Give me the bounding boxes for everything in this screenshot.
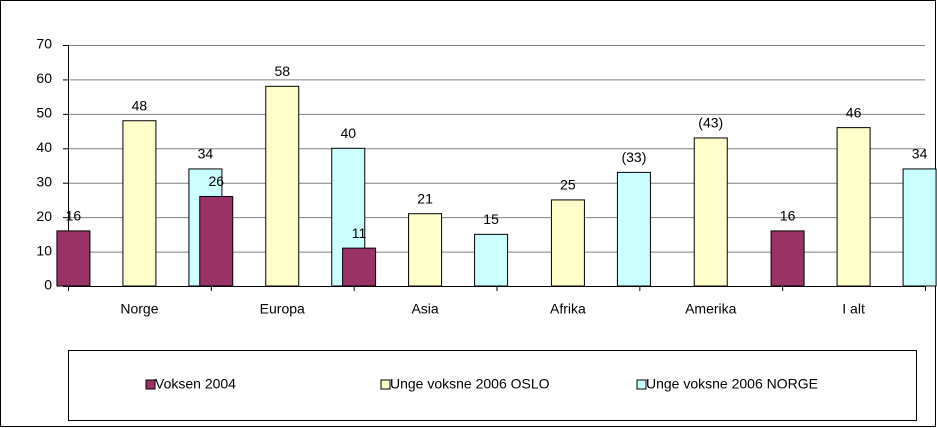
data-label: 34 — [912, 146, 928, 162]
bar — [616, 171, 651, 287]
data-label: 46 — [846, 104, 862, 120]
y-tick-label: 20 — [36, 208, 52, 224]
y-tick-label: 40 — [36, 139, 52, 155]
x-tick-label: Europa — [260, 301, 305, 317]
data-label: 40 — [340, 125, 356, 141]
x-tick-label: Afrika — [550, 301, 586, 317]
bar — [693, 137, 728, 287]
legend-label: Voksen 2004 — [155, 376, 236, 392]
bar — [408, 213, 443, 287]
data-label: 58 — [274, 63, 290, 79]
bar — [474, 233, 509, 287]
bar — [122, 120, 157, 287]
legend-swatch — [636, 379, 647, 390]
legend-label: Unge voksne 2006 OSLO — [390, 376, 550, 392]
legend-box — [68, 350, 917, 421]
y-tick-label: 10 — [36, 242, 52, 258]
bar — [56, 230, 91, 287]
bar — [265, 85, 300, 287]
data-label: 15 — [483, 211, 499, 227]
bar — [836, 127, 871, 287]
data-label: 48 — [132, 97, 148, 113]
y-tick-label: 70 — [36, 36, 52, 52]
data-label: 25 — [560, 177, 576, 193]
bar — [902, 168, 937, 287]
legend-label: Unge voksne 2006 NORGE — [646, 376, 818, 392]
y-tick-label: 30 — [36, 173, 52, 189]
data-label: 26 — [208, 173, 224, 189]
data-label: (33) — [621, 149, 646, 165]
data-label: 16 — [780, 208, 796, 224]
data-label: 11 — [352, 225, 367, 241]
x-tick-label: Norge — [120, 301, 158, 317]
bar — [770, 230, 805, 287]
data-label: 16 — [66, 208, 82, 224]
bar — [550, 199, 585, 287]
x-tick-label: Asia — [411, 301, 438, 317]
legend-swatch — [145, 379, 156, 390]
data-label: 34 — [198, 146, 214, 162]
y-tick-label: 0 — [44, 277, 52, 293]
bar — [342, 247, 377, 287]
y-tick-label: 60 — [36, 70, 52, 86]
x-tick-label: Amerika — [685, 301, 737, 317]
legend-swatch — [380, 379, 391, 390]
data-label: 21 — [417, 190, 433, 206]
y-tick-label: 50 — [36, 105, 52, 121]
data-label: (43) — [698, 115, 723, 131]
x-tick-label: I alt — [842, 301, 865, 317]
bar — [199, 195, 234, 287]
